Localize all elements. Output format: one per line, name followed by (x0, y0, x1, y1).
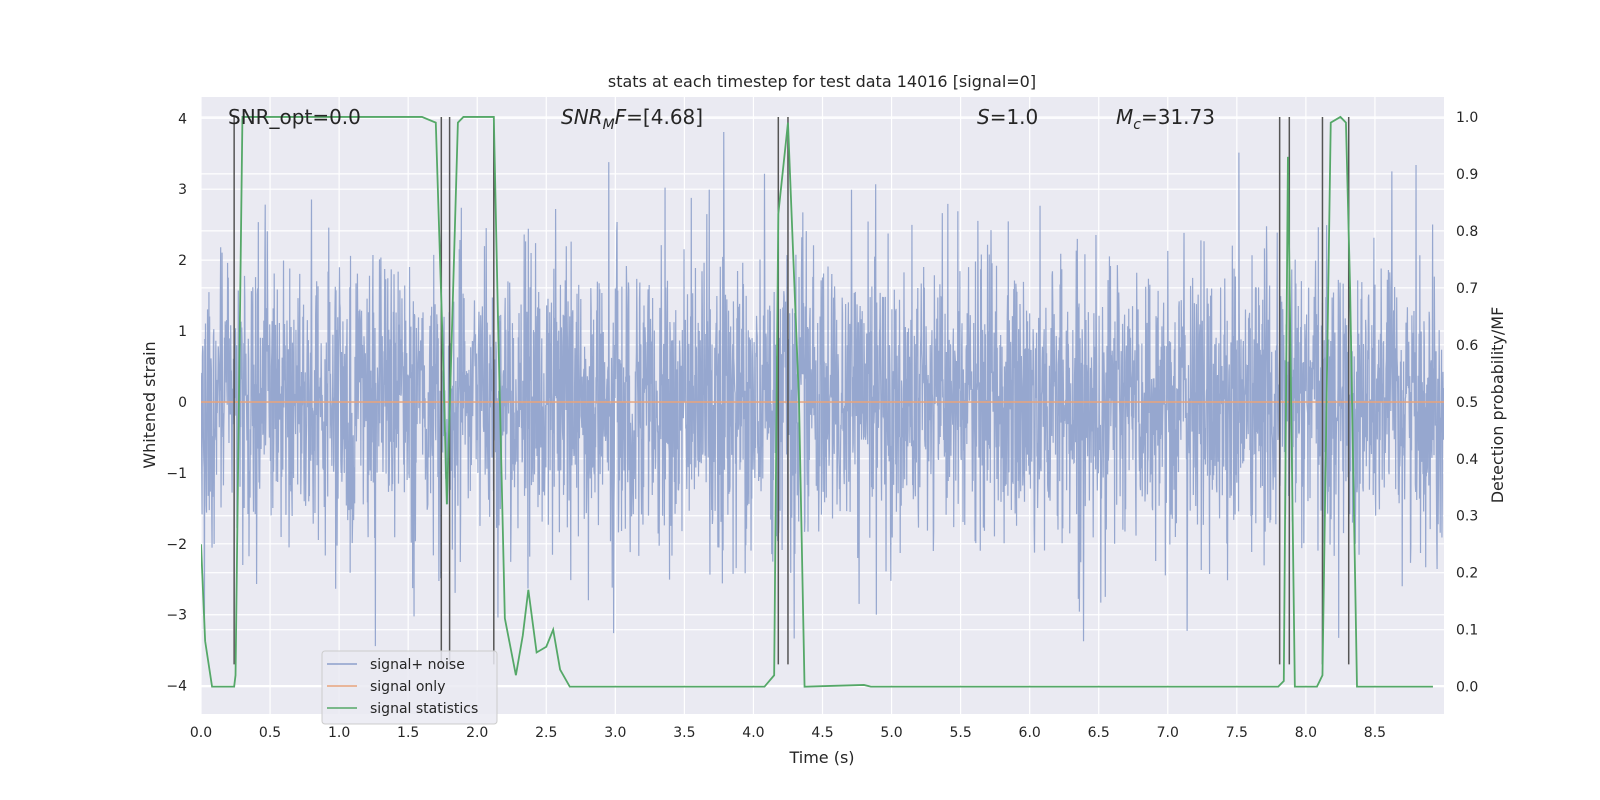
y-right-tick-label: 0.8 (1456, 224, 1478, 240)
annotation-snr-mf-f: F (615, 105, 627, 129)
y-tick-label: 1 (178, 324, 187, 340)
y-tick-label: −1 (166, 466, 187, 482)
y-right-tick-label: 0.4 (1456, 452, 1478, 468)
y-axis-label: Whitened strain (140, 341, 159, 468)
y-right-tick-label: 0.1 (1456, 623, 1478, 639)
x-tick-label: 2.0 (466, 725, 488, 741)
x-tick-label: 7.5 (1226, 725, 1248, 741)
x-tick-label: 3.5 (673, 725, 695, 741)
y-right-tick-label: 0.7 (1456, 281, 1478, 297)
legend-label-signal-noise: signal+ noise (370, 657, 465, 673)
x-tick-label: 0.0 (190, 725, 212, 741)
y-tick-label: 2 (178, 253, 187, 269)
y-right-tick-labels: 1.0 0.9 0.8 0.7 0.6 0.5 0.4 0.3 0.2 0.1 0.0 (1456, 110, 1478, 696)
y-tick-label: 0 (178, 395, 187, 411)
x-tick-label: 1.0 (328, 725, 350, 741)
chart-title: stats at each timestep for test data 140… (608, 72, 1036, 91)
series-signal-noise (201, 131, 1444, 647)
legend: signal+ noise signal only signal statist… (321, 650, 498, 725)
annotation-s-label: S (977, 105, 990, 129)
x-tick-label: 0.5 (259, 725, 281, 741)
x-tick-label: 3.0 (604, 725, 626, 741)
annotation-mc-label: M (1116, 105, 1133, 129)
annotation-s-value: =1.0 (990, 105, 1039, 129)
y-tick-label: −4 (166, 679, 187, 695)
x-tick-label: 1.5 (397, 725, 419, 741)
y-tick-label: 3 (178, 182, 187, 198)
y-right-axis-label: Detection probability/MF (1488, 307, 1507, 504)
x-tick-label: 4.0 (742, 725, 764, 741)
x-tick-label: 6.5 (1088, 725, 1110, 741)
y-right-tick-label: 1.0 (1456, 110, 1478, 126)
x-tick-labels: 0.0 0.5 1.0 1.5 2.0 2.5 3.0 3.5 4.0 4.5 5.0 5.5 6.0 6… (190, 725, 1386, 741)
y-right-tick-label: 0.3 (1456, 509, 1478, 525)
x-tick-label: 8.0 (1295, 725, 1317, 741)
annotation-snr-mf-value: =[4.68] (626, 105, 703, 129)
legend-box (321, 650, 498, 725)
y-tick-labels: 4 3 2 1 0 −1 −2 −3 −4 (166, 111, 187, 694)
x-tick-label: 4.5 (811, 725, 833, 741)
y-right-tick-label: 0.9 (1456, 167, 1478, 183)
y-right-tick-label: 0.2 (1456, 566, 1478, 582)
y-right-tick-label: 0.6 (1456, 338, 1478, 354)
x-tick-label: 7.0 (1157, 725, 1179, 741)
x-tick-label: 5.5 (949, 725, 971, 741)
y-tick-label: 4 (178, 111, 187, 127)
y-right-tick-label: 0.5 (1456, 395, 1478, 411)
x-axis-label: Time (s) (788, 748, 854, 767)
x-tick-label: 6.0 (1019, 725, 1041, 741)
x-tick-label: 5.0 (880, 725, 902, 741)
annotation-snr-mf-main: SNR (561, 105, 603, 129)
annotation-mc: Mc=31.73 (1116, 105, 1215, 133)
series-signal-statistics (201, 115, 1433, 688)
annotation-s: S=1.0 (977, 105, 1038, 129)
annotation-mc-sub: c (1133, 117, 1141, 133)
noise-line (201, 131, 1444, 647)
y-tick-label: −3 (166, 608, 187, 624)
y-right-tick-label: 0.0 (1456, 680, 1478, 696)
y-tick-label: −2 (166, 537, 187, 553)
annotation-snr-opt: SNR_opt=0.0 (228, 105, 361, 129)
annotation-snr-mf: SNRMF=[4.68] (561, 105, 703, 133)
legend-label-signal-statistics: signal statistics (370, 701, 478, 717)
legend-label-signal-only: signal only (370, 679, 445, 695)
statistics-line (201, 115, 1433, 688)
annotation-mc-value: =31.73 (1141, 105, 1215, 129)
x-tick-label: 2.5 (535, 725, 557, 741)
annotation-snr-mf-sub: M (603, 117, 615, 133)
x-tick-label: 8.5 (1364, 725, 1386, 741)
